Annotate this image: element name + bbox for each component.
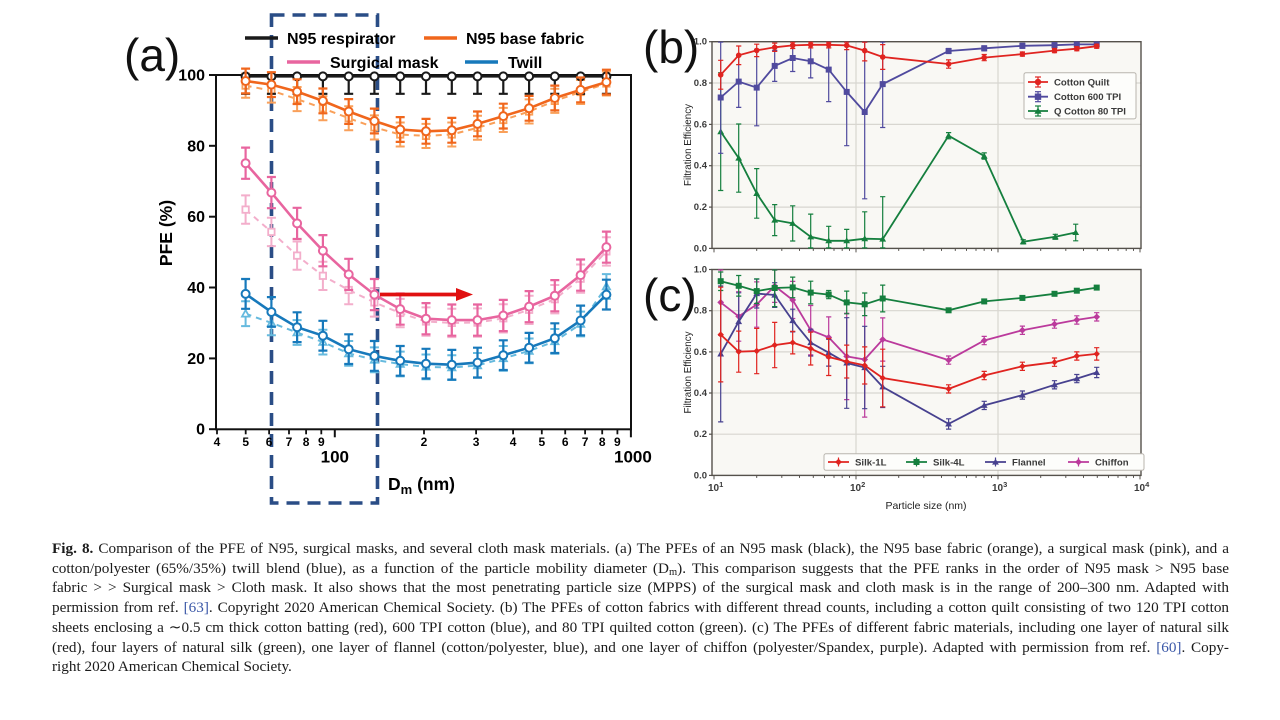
svg-text:100: 100 <box>178 68 205 85</box>
svg-text:0.6: 0.6 <box>694 347 707 358</box>
svg-text:0.4: 0.4 <box>694 161 708 172</box>
svg-text:1.0: 1.0 <box>694 265 707 276</box>
svg-text:N95 base fabric: N95 base fabric <box>466 31 584 48</box>
svg-text:60: 60 <box>187 209 205 226</box>
svg-text:4: 4 <box>214 435 221 449</box>
svg-text:7: 7 <box>582 435 589 449</box>
svg-text:Twill: Twill <box>508 55 542 72</box>
svg-text:Q Cotton 80 TPI: Q Cotton 80 TPI <box>1054 107 1126 118</box>
svg-text:7: 7 <box>286 435 293 449</box>
svg-text:Filtration Efficiency: Filtration Efficiency <box>683 331 694 413</box>
svg-text:(a): (a) <box>124 29 180 81</box>
svg-text:5: 5 <box>538 435 545 449</box>
svg-text:0.8: 0.8 <box>694 306 707 317</box>
svg-text:Cotton Quilt: Cotton Quilt <box>1054 78 1110 89</box>
svg-text:Surgical mask: Surgical mask <box>330 55 439 72</box>
svg-text:104: 104 <box>1134 480 1150 494</box>
svg-text:0.2: 0.2 <box>694 429 707 440</box>
svg-text:Particle size (nm): Particle size (nm) <box>885 500 966 512</box>
svg-text:20: 20 <box>187 351 205 368</box>
svg-text:Flannel: Flannel <box>1012 458 1046 469</box>
svg-text:6: 6 <box>266 435 273 449</box>
svg-text:101: 101 <box>708 480 723 494</box>
svg-text:1.0: 1.0 <box>694 37 707 48</box>
svg-text:Filtration Efficiency: Filtration Efficiency <box>683 104 694 186</box>
svg-text:9: 9 <box>318 435 325 449</box>
svg-text:8: 8 <box>599 435 606 449</box>
svg-text:(b): (b) <box>643 21 699 73</box>
svg-text:40: 40 <box>187 280 205 297</box>
svg-text:Cotton 600 TPI: Cotton 600 TPI <box>1054 92 1121 103</box>
svg-text:5: 5 <box>242 435 249 449</box>
svg-text:Silk-4L: Silk-4L <box>933 458 965 469</box>
svg-text:0.4: 0.4 <box>694 388 708 399</box>
svg-text:103: 103 <box>992 480 1007 494</box>
svg-text:4: 4 <box>510 435 517 449</box>
svg-text:0.0: 0.0 <box>694 243 707 254</box>
svg-text:0.0: 0.0 <box>694 470 707 481</box>
svg-text:PFE (%): PFE (%) <box>156 200 176 266</box>
svg-text:1000: 1000 <box>614 447 652 466</box>
svg-text:Silk-1L: Silk-1L <box>855 458 887 469</box>
svg-text:Chiffon: Chiffon <box>1095 458 1129 469</box>
svg-text:(c): (c) <box>643 269 697 321</box>
svg-text:Dm (nm): Dm (nm) <box>388 474 455 497</box>
svg-text:0.6: 0.6 <box>694 119 707 130</box>
svg-text:0.2: 0.2 <box>694 202 707 213</box>
svg-text:0: 0 <box>196 422 205 439</box>
svg-text:9: 9 <box>614 435 621 449</box>
svg-text:102: 102 <box>850 480 865 494</box>
svg-text:80: 80 <box>187 138 205 155</box>
svg-text:N95 respirator: N95 respirator <box>287 31 396 48</box>
svg-text:100: 100 <box>321 447 349 466</box>
svg-text:8: 8 <box>303 435 310 449</box>
svg-text:3: 3 <box>473 435 480 449</box>
svg-text:6: 6 <box>562 435 569 449</box>
svg-text:0.8: 0.8 <box>694 78 707 89</box>
svg-text:2: 2 <box>421 435 428 449</box>
